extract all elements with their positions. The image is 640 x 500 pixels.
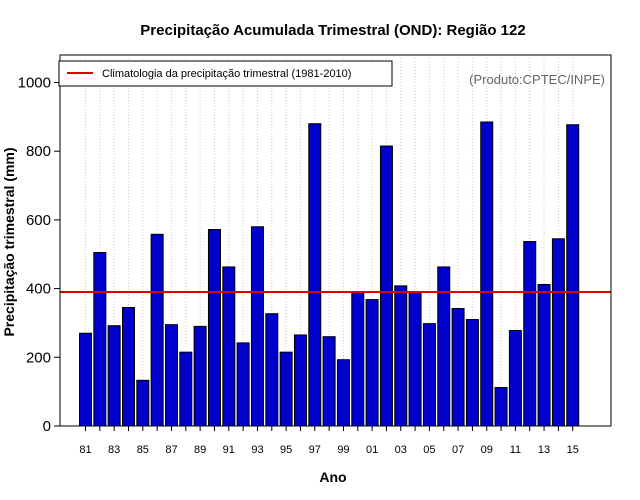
bar-83 bbox=[107, 325, 121, 427]
bar-07 bbox=[451, 308, 465, 427]
legend-label: Climatologia da precipitação trimestral … bbox=[102, 68, 351, 80]
bar-14 bbox=[551, 238, 565, 427]
x-tick-label: 81 bbox=[79, 444, 91, 456]
bar-98 bbox=[322, 336, 336, 427]
bar-86 bbox=[150, 233, 164, 427]
bar-13 bbox=[537, 283, 551, 427]
legend-box bbox=[58, 60, 393, 87]
bar-96 bbox=[293, 334, 307, 427]
y-tick-label: 400 bbox=[26, 281, 51, 298]
y-tick-label: 600 bbox=[26, 212, 51, 229]
chart-title: Precipitação Acumulada Trimestral (OND):… bbox=[140, 22, 525, 39]
x-tick-label: 97 bbox=[309, 444, 321, 456]
bars bbox=[79, 121, 580, 427]
x-tick-label: 15 bbox=[567, 444, 579, 456]
x-tick-label: 87 bbox=[165, 444, 177, 456]
x-tick-label: 95 bbox=[280, 444, 292, 456]
x-tick-label: 91 bbox=[223, 444, 235, 456]
y-tick-label: 0 bbox=[43, 418, 51, 435]
bar-97 bbox=[308, 123, 322, 427]
bar-08 bbox=[465, 319, 479, 427]
bar-94 bbox=[265, 313, 279, 427]
bar-99 bbox=[336, 359, 350, 427]
x-tick-label: 03 bbox=[395, 444, 407, 456]
x-tick-label: 85 bbox=[137, 444, 149, 456]
x-tick-label: 89 bbox=[194, 444, 206, 456]
bar-95 bbox=[279, 351, 293, 427]
x-tick-label: 93 bbox=[251, 444, 263, 456]
plot-frame bbox=[59, 54, 612, 427]
x-tick-label: 11 bbox=[510, 444, 521, 456]
x-tick-label: 13 bbox=[538, 444, 550, 456]
x-tick-label: 83 bbox=[108, 444, 120, 456]
bar-93 bbox=[250, 226, 264, 427]
bar-09 bbox=[480, 121, 494, 427]
bar-01 bbox=[365, 299, 379, 427]
bar-10 bbox=[494, 387, 508, 427]
x-axis: 81 83 85 87 89 91 93 95 97 99 01 03 05 07 09 11 13 15 bbox=[79, 426, 579, 456]
bar-02 bbox=[379, 145, 393, 427]
bar-06 bbox=[437, 266, 451, 427]
bar-90 bbox=[207, 229, 221, 427]
x-tick-label: 01 bbox=[366, 444, 378, 456]
bar-91 bbox=[222, 266, 236, 427]
bar-87 bbox=[164, 324, 178, 427]
bar-85 bbox=[136, 379, 150, 427]
x-tick-label: 05 bbox=[423, 444, 435, 456]
y-axis-label: Precipitação trimestral (mm) bbox=[1, 147, 17, 336]
bar-88 bbox=[179, 351, 193, 427]
bar-82 bbox=[93, 252, 107, 427]
y-tick-label: 1000 bbox=[18, 74, 51, 91]
bar-00 bbox=[351, 291, 365, 427]
x-axis-label: Ano bbox=[319, 469, 346, 485]
bar-05 bbox=[422, 323, 436, 427]
bar-12 bbox=[523, 241, 537, 427]
bar-11 bbox=[508, 330, 522, 427]
bar-03 bbox=[394, 285, 408, 427]
x-tick-label: 07 bbox=[452, 444, 464, 456]
y-tick-label: 800 bbox=[26, 143, 51, 160]
bar-04 bbox=[408, 291, 422, 427]
bar-89 bbox=[193, 325, 207, 427]
legend: Climatologia da precipitação trimestral … bbox=[58, 60, 393, 87]
y-tick-label: 200 bbox=[26, 349, 51, 366]
bar-81 bbox=[79, 332, 92, 427]
bar-84 bbox=[121, 306, 135, 427]
x-tick-label: 99 bbox=[337, 444, 349, 456]
bar-92 bbox=[236, 342, 250, 427]
bar-15 bbox=[566, 124, 580, 427]
product-credit: (Produto:CPTEC/INPE) bbox=[469, 72, 605, 87]
x-tick-label: 09 bbox=[481, 444, 493, 456]
y-axis: 0 200 400 600 800 1000 bbox=[18, 74, 60, 435]
